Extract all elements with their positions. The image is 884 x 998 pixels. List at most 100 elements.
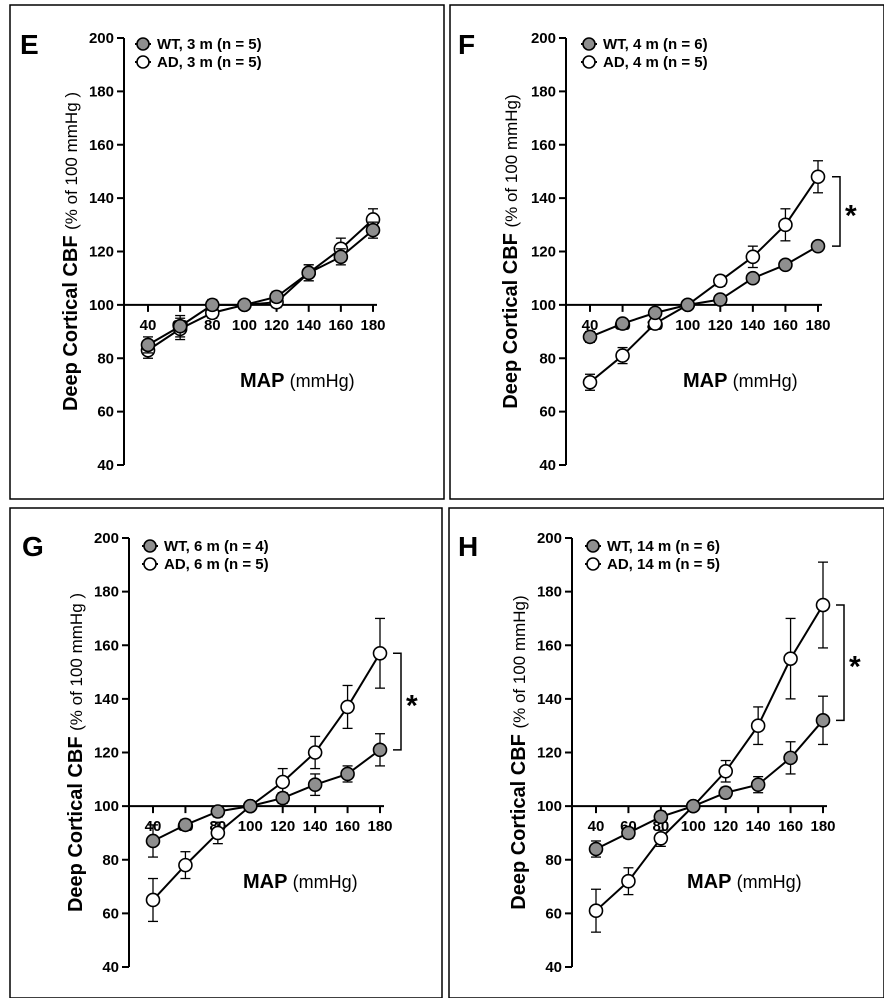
x-tick-label: 120: [270, 818, 295, 835]
panel-f: F406080100120140160180200406080100120140…: [449, 4, 884, 500]
data-point: [204, 297, 220, 313]
y-tick-label: 80: [102, 852, 119, 869]
data-point: [680, 297, 696, 313]
data-point: [178, 817, 193, 833]
data-point: [172, 318, 188, 334]
data-point: [340, 766, 355, 782]
series-wt: [145, 733, 388, 858]
data-point: [745, 249, 761, 265]
series-ad: [582, 160, 826, 391]
y-axis-label: Deep Cortical CBF (% of 100 mmHg ): [65, 593, 87, 912]
y-tick-label: 40: [545, 959, 562, 976]
series-wt: [582, 238, 826, 345]
y-tick-label: 200: [537, 530, 562, 547]
data-point: [778, 257, 793, 273]
series-wt: [140, 221, 381, 354]
significance-bracket: [836, 604, 845, 722]
y-tick-label: 180: [531, 83, 556, 100]
y-tick-label: 120: [537, 745, 562, 762]
x-tick-label: 40: [588, 818, 605, 835]
y-tick-label: 180: [537, 584, 562, 601]
y-tick-label: 100: [537, 798, 562, 815]
data-point: [718, 785, 734, 801]
panel-frame: [448, 507, 884, 998]
y-tick-label: 140: [531, 190, 556, 207]
x-tick-label: 160: [328, 317, 353, 334]
y-tick-label: 40: [102, 959, 119, 976]
y-tick-label: 40: [539, 457, 556, 474]
y-tick-label: 100: [94, 798, 119, 815]
x-axis-unit: (mmHg): [293, 872, 358, 892]
y-tick-label: 60: [539, 404, 556, 421]
y-tick-label: 60: [545, 905, 562, 922]
x-tick-label: 80: [204, 317, 221, 334]
y-axis-label: Deep Cortical CBF (% of 100 mmHg): [508, 595, 530, 909]
data-point: [621, 825, 636, 841]
x-tick-label: 180: [810, 818, 835, 835]
data-point: [745, 270, 761, 286]
significance-asterisk: *: [849, 651, 861, 684]
x-tick-label: 100: [681, 818, 706, 835]
panel-frame: [9, 4, 445, 500]
x-axis-label: MAP (mmHg): [683, 370, 798, 392]
x-axis-label: MAP (mmHg): [243, 871, 358, 893]
data-point: [810, 169, 826, 185]
panel-letter: G: [22, 531, 44, 562]
series-ad: [140, 208, 381, 359]
data-point: [237, 297, 252, 313]
data-point: [653, 809, 669, 825]
data-point: [810, 238, 826, 254]
panel-g: G406080100120140160180200406080100120140…: [9, 507, 443, 998]
y-axis-unit: (% of 100 mmHg): [502, 94, 521, 227]
data-point: [242, 798, 258, 814]
y-tick-label: 140: [89, 190, 114, 207]
y-tick-label: 200: [531, 30, 556, 47]
data-point: [145, 892, 161, 908]
data-point: [275, 790, 291, 806]
y-tick-label: 60: [102, 905, 119, 922]
y-tick-label: 200: [89, 30, 114, 47]
x-tick-label: 140: [296, 317, 321, 334]
data-point: [582, 329, 598, 345]
y-tick-label: 60: [97, 404, 114, 421]
data-point: [178, 857, 193, 873]
y-tick-label: 120: [531, 244, 556, 261]
x-axis-unit: (mmHg): [737, 872, 802, 892]
x-axis-unit: (mmHg): [290, 371, 355, 391]
legend-marker: [143, 557, 157, 571]
legend-marker: [136, 55, 150, 69]
data-point: [621, 873, 636, 889]
data-point: [210, 825, 226, 841]
significance-bracket: [832, 176, 841, 247]
data-point: [588, 903, 604, 918]
panel-letter: F: [458, 29, 475, 60]
panel-letter: H: [458, 531, 478, 562]
y-tick-label: 160: [94, 637, 119, 654]
y-axis-label: Deep Cortical CBF (% of 100 mmHg ): [60, 92, 82, 411]
data-point: [653, 830, 669, 846]
legend-marker: [582, 55, 596, 69]
panel-h: H406080100120140160180200406080100120140…: [448, 507, 884, 998]
data-point: [210, 804, 226, 819]
y-tick-label: 80: [539, 350, 556, 367]
data-point: [365, 222, 381, 238]
y-tick-label: 100: [89, 297, 114, 314]
data-point: [815, 713, 831, 728]
x-tick-label: 100: [232, 317, 257, 334]
legend-label: WT, 6 m (n = 4): [164, 538, 269, 555]
x-axis-label: MAP (mmHg): [687, 871, 802, 893]
y-tick-label: 160: [537, 637, 562, 654]
data-point: [372, 742, 388, 758]
legend-marker: [586, 539, 600, 553]
x-axis-label: MAP (mmHg): [240, 370, 355, 392]
y-axis-unit: (% of 100 mmHg): [510, 595, 529, 728]
data-point: [712, 292, 728, 307]
y-tick-label: 180: [89, 83, 114, 100]
y-tick-label: 140: [94, 691, 119, 708]
x-tick-label: 180: [360, 317, 385, 334]
x-tick-label: 140: [746, 818, 771, 835]
data-point: [582, 374, 598, 390]
x-tick-label: 160: [778, 818, 803, 835]
data-point: [718, 763, 734, 779]
legend-marker: [143, 539, 157, 553]
